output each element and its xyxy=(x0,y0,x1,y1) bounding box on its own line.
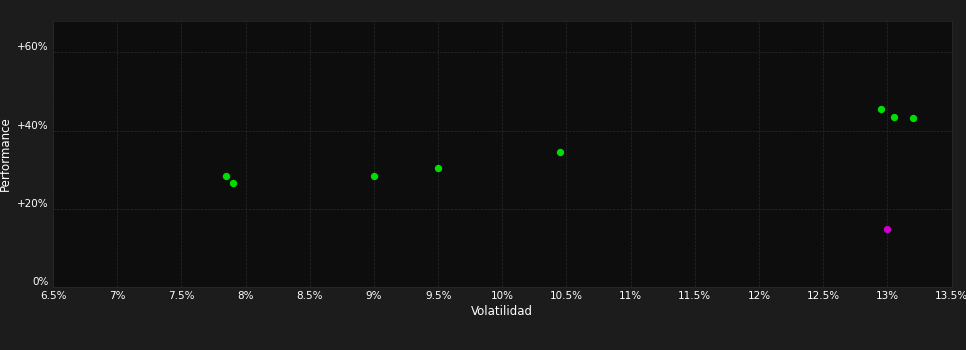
Point xyxy=(366,173,382,178)
Point xyxy=(431,165,446,170)
Y-axis label: Performance: Performance xyxy=(0,117,12,191)
Point xyxy=(905,115,921,121)
X-axis label: Volatilidad: Volatilidad xyxy=(471,305,533,318)
Point xyxy=(553,149,568,155)
Point xyxy=(873,106,889,112)
Point xyxy=(218,173,234,178)
Point xyxy=(886,114,901,120)
Point xyxy=(225,181,241,186)
Point xyxy=(880,226,895,232)
